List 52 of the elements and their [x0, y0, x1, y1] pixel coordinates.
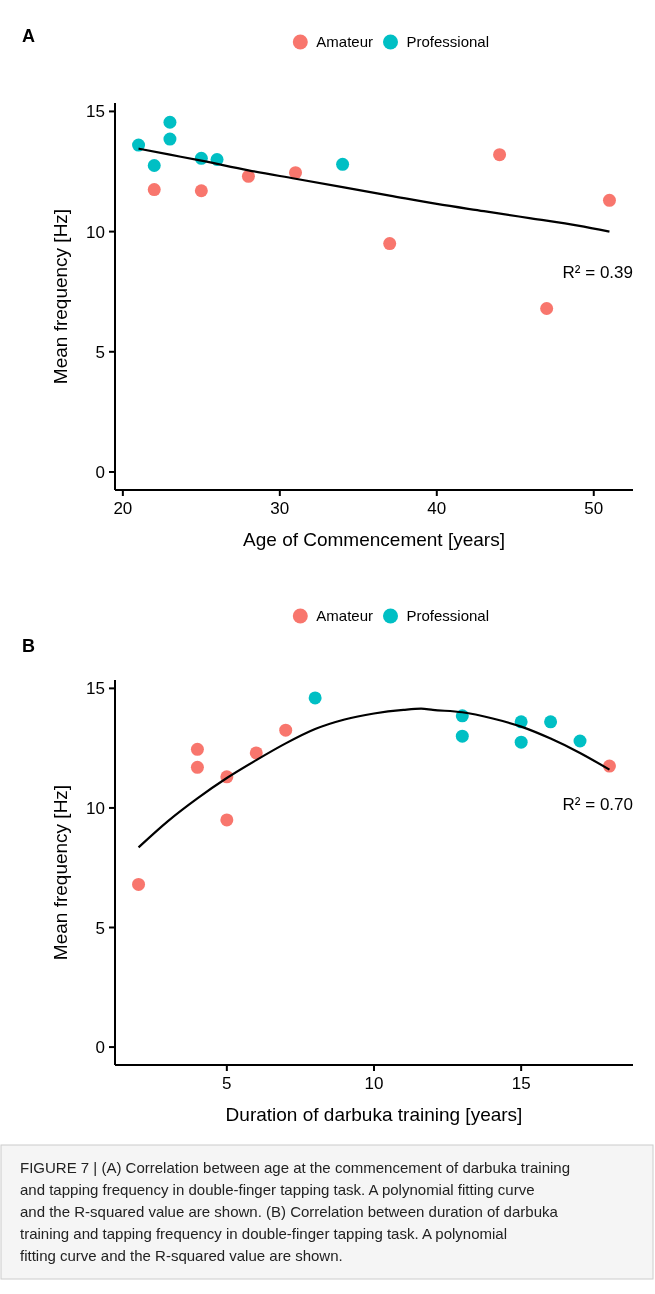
y-tick-label: 15: [86, 679, 105, 699]
chart-title: A: [22, 26, 35, 46]
x-tick-label: 10: [364, 1074, 384, 1093]
point: [383, 237, 397, 251]
point: [455, 729, 469, 743]
point: [163, 115, 177, 129]
point: [289, 166, 303, 180]
legend-label: Professional: [406, 607, 490, 624]
y-tick-label: 15: [86, 102, 105, 122]
x-axis-title: Age of Commencement [years]: [243, 529, 505, 550]
point: [540, 302, 554, 316]
point: [220, 813, 234, 827]
point: [190, 760, 204, 774]
point: [163, 132, 177, 146]
y-tick-label: 5: [95, 918, 105, 938]
legend-label: Amateur: [316, 607, 373, 624]
point: [132, 138, 146, 152]
point: [336, 157, 350, 171]
point: [194, 184, 208, 198]
point: [132, 877, 146, 891]
point: [602, 193, 616, 207]
point: [249, 746, 263, 760]
y-tick-label: 5: [95, 342, 105, 362]
point: [573, 734, 587, 748]
x-tick-label: 15: [511, 1074, 531, 1093]
point: [544, 715, 558, 729]
point: [493, 148, 507, 162]
x-tick-label: 50: [584, 499, 604, 518]
point: [279, 723, 293, 737]
x-tick-label: 40: [427, 499, 447, 518]
x-tick-label: 5: [222, 1074, 232, 1093]
legend-label: Professional: [406, 33, 490, 50]
caption: FIGURE 7 | (A) Correlation between age at the commencement of darbuka training and tapping frequency in double-finger tapping task. A polynomial fitting curve and the R-squared value are shown. (B) Correlation between duration of darbuka training and tapping frequency in double-finger tapping task. A polynomial fitting curve and the R-squared value are shown.: [20, 1159, 570, 1264]
point: [241, 169, 255, 183]
x-axis-title: Duration of darbuka training [years]: [225, 1104, 523, 1125]
point: [147, 159, 161, 172]
y-axis-title: Mean frequency [Hz]: [50, 784, 71, 961]
legend-label: Amateur: [316, 33, 373, 50]
point: [147, 183, 161, 197]
y-tick-label: 0: [95, 462, 105, 482]
chart-title: B: [22, 636, 35, 656]
x-tick-label: 20: [113, 499, 133, 518]
point: [190, 742, 204, 756]
annotation: R² = 0.70: [562, 795, 633, 814]
y-axis-title: Mean frequency [Hz]: [50, 208, 71, 385]
y-tick-label: 10: [86, 222, 105, 242]
y-tick-label: 0: [95, 1038, 105, 1058]
x-tick-label: 30: [270, 499, 290, 518]
y-tick-label: 10: [86, 798, 105, 818]
point: [308, 691, 322, 705]
annotation: R² = 0.39: [562, 263, 633, 282]
point: [514, 735, 528, 749]
